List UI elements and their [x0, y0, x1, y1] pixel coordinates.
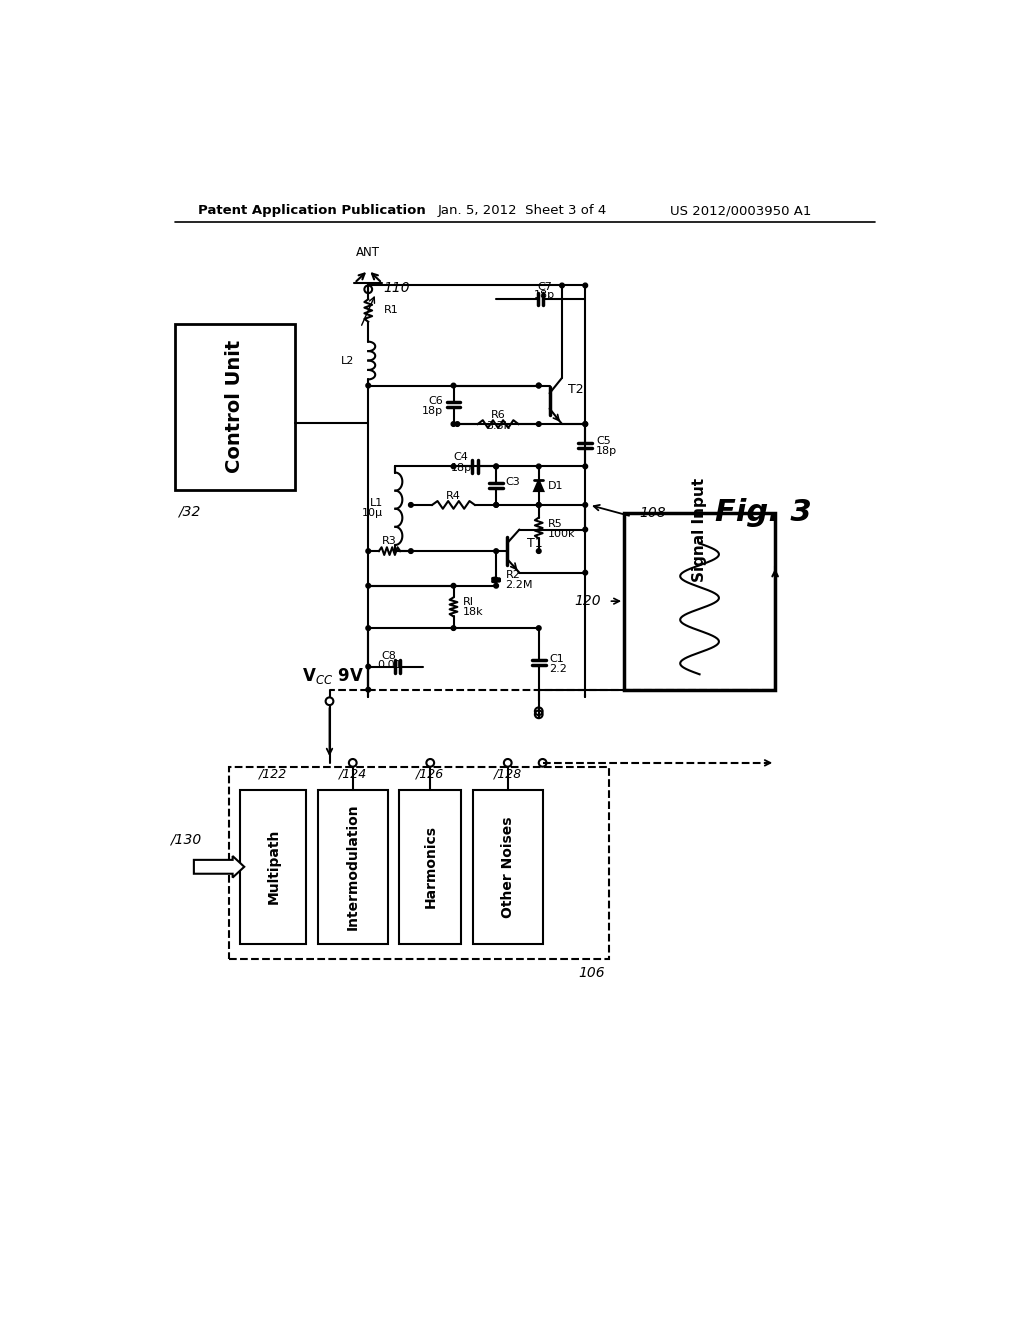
Bar — [174, 323, 295, 490]
Circle shape — [409, 549, 414, 553]
Text: C4: C4 — [454, 453, 469, 462]
Text: 100k: 100k — [548, 529, 575, 539]
Polygon shape — [535, 480, 544, 491]
Text: T1: T1 — [527, 537, 543, 550]
Circle shape — [452, 465, 456, 469]
Text: /122: /122 — [259, 768, 288, 781]
Text: 18p: 18p — [422, 407, 442, 416]
Text: 18p: 18p — [451, 463, 472, 473]
Text: /128: /128 — [494, 768, 522, 781]
Text: /124: /124 — [339, 768, 367, 781]
Text: C1: C1 — [550, 653, 564, 664]
Text: R1: R1 — [384, 305, 398, 315]
Circle shape — [537, 503, 541, 507]
Text: Intermodulation: Intermodulation — [346, 804, 359, 931]
Text: 18k: 18k — [463, 607, 483, 618]
Circle shape — [409, 503, 414, 507]
Circle shape — [452, 583, 456, 589]
Circle shape — [583, 527, 588, 532]
Text: R2: R2 — [506, 570, 520, 581]
Circle shape — [537, 503, 541, 507]
Circle shape — [366, 626, 371, 631]
Text: L2: L2 — [341, 355, 354, 366]
Text: Patent Application Publication: Patent Application Publication — [198, 205, 426, 218]
Bar — [473, 789, 543, 944]
Circle shape — [494, 583, 499, 589]
Circle shape — [366, 583, 371, 589]
Text: Other Noises: Other Noises — [501, 816, 515, 917]
Text: /126: /126 — [416, 768, 444, 781]
Circle shape — [452, 626, 456, 631]
Bar — [399, 789, 461, 944]
Circle shape — [537, 383, 541, 388]
Bar — [317, 789, 388, 944]
Circle shape — [494, 549, 499, 553]
Text: D1: D1 — [548, 480, 563, 491]
Circle shape — [537, 549, 541, 553]
Text: Jan. 5, 2012  Sheet 3 of 4: Jan. 5, 2012 Sheet 3 of 4 — [438, 205, 607, 218]
Text: 0.01: 0.01 — [377, 660, 401, 671]
Text: R6: R6 — [490, 409, 506, 420]
Circle shape — [494, 503, 499, 507]
Bar — [624, 512, 775, 689]
Text: 108: 108 — [640, 506, 667, 520]
Circle shape — [537, 422, 541, 426]
Circle shape — [494, 503, 499, 507]
Circle shape — [366, 383, 371, 388]
Bar — [241, 789, 306, 944]
Circle shape — [366, 688, 371, 692]
Circle shape — [537, 465, 541, 469]
Circle shape — [366, 549, 371, 553]
Text: Harmonics: Harmonics — [423, 825, 437, 908]
Bar — [228, 767, 608, 960]
Circle shape — [537, 626, 541, 631]
Text: C7: C7 — [538, 282, 552, 292]
Text: /130: /130 — [171, 833, 202, 847]
Circle shape — [494, 465, 499, 469]
Text: RI: RI — [463, 598, 474, 607]
Text: C6: C6 — [428, 396, 442, 407]
Text: V$_{CC}$ 9V: V$_{CC}$ 9V — [302, 665, 365, 686]
Circle shape — [583, 422, 588, 426]
Circle shape — [452, 422, 456, 426]
Text: Multipath: Multipath — [266, 829, 281, 904]
Text: 10μ: 10μ — [361, 508, 383, 519]
Circle shape — [537, 383, 541, 388]
Text: 2.2: 2.2 — [550, 664, 567, 675]
Text: 18p: 18p — [534, 290, 555, 301]
Text: ANT: ANT — [356, 246, 380, 259]
Circle shape — [583, 503, 588, 507]
Circle shape — [455, 422, 460, 426]
Circle shape — [366, 664, 371, 669]
FancyArrow shape — [194, 857, 245, 878]
Text: L1: L1 — [370, 498, 383, 508]
Text: Fig. 3: Fig. 3 — [715, 498, 812, 527]
Text: 110: 110 — [384, 281, 411, 294]
Text: 2.2M: 2.2M — [506, 581, 532, 590]
Text: C3: C3 — [506, 477, 520, 487]
Text: R3: R3 — [382, 536, 397, 546]
Circle shape — [452, 383, 456, 388]
Text: Signal Input: Signal Input — [692, 478, 707, 582]
Text: C5: C5 — [596, 437, 611, 446]
Circle shape — [560, 284, 564, 288]
Text: T2: T2 — [568, 383, 584, 396]
Text: 3.3k: 3.3k — [486, 421, 510, 430]
Text: 18p: 18p — [596, 446, 617, 457]
Text: US 2012/0003950 A1: US 2012/0003950 A1 — [671, 205, 812, 218]
Text: R4: R4 — [446, 491, 461, 500]
Circle shape — [583, 465, 588, 469]
Circle shape — [583, 422, 588, 426]
Text: R5: R5 — [548, 519, 563, 529]
Circle shape — [583, 284, 588, 288]
Text: C8: C8 — [382, 651, 396, 661]
Text: /32: /32 — [178, 504, 201, 517]
Circle shape — [583, 570, 588, 576]
Text: Control Unit: Control Unit — [225, 341, 244, 474]
Text: 106: 106 — [578, 966, 604, 979]
Text: 120: 120 — [574, 594, 601, 609]
Circle shape — [494, 465, 499, 469]
